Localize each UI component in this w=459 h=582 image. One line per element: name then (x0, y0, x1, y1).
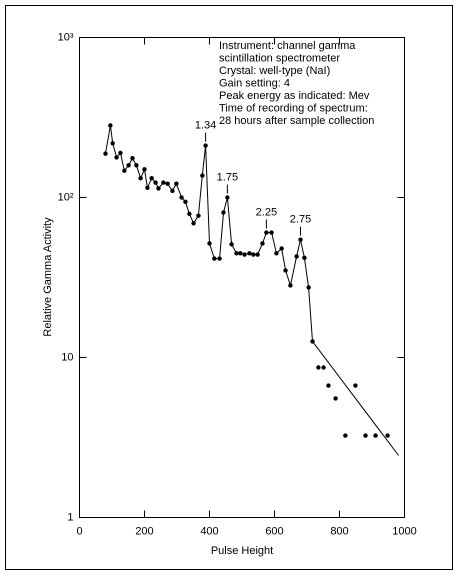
data-point (302, 255, 307, 260)
data-point (134, 163, 139, 168)
data-point (255, 252, 260, 257)
data-point (269, 230, 274, 235)
data-point (247, 251, 252, 256)
data-point (306, 285, 311, 290)
data-point (353, 383, 358, 388)
x-tick-label: 0 (76, 525, 82, 537)
x-tick-label: 800 (330, 525, 348, 537)
data-point (149, 176, 154, 181)
data-point (108, 123, 113, 128)
data-point (333, 396, 338, 401)
data-point (321, 365, 326, 370)
data-point (126, 163, 131, 168)
data-point (191, 221, 196, 226)
data-point (294, 254, 299, 259)
data-point (373, 433, 378, 438)
note-line: Instrument: channel gamma (219, 40, 356, 52)
data-point (229, 242, 234, 247)
peak-annotation: 1.75 (217, 171, 238, 183)
data-point (145, 185, 150, 190)
y-tick-label: 10 (61, 351, 73, 363)
x-tick-label: 1000 (392, 525, 416, 537)
data-point (110, 141, 115, 146)
data-point (207, 241, 212, 246)
data-point (196, 213, 201, 218)
data-point (174, 181, 179, 186)
data-point (183, 199, 188, 204)
note-line: Peak energy as indicated: Mev (219, 90, 370, 102)
note-line: Crystal: well-type (NaI) (219, 65, 330, 77)
data-point (234, 251, 239, 256)
note-line: 28 hours after sample collection (219, 115, 374, 127)
y-tick-label: 10³ (58, 31, 74, 43)
data-point (200, 173, 205, 178)
data-point (363, 433, 368, 438)
data-point (343, 433, 348, 438)
outer-border (5, 5, 453, 570)
data-point (203, 143, 208, 148)
y-axis-label: Relative Gamma Activity (42, 217, 54, 337)
x-axis-label: Pulse Height (211, 545, 273, 557)
data-point (251, 252, 256, 257)
curve (105, 125, 313, 342)
x-tick-label: 600 (265, 525, 283, 537)
data-point (274, 251, 279, 256)
plot-frame (79, 37, 405, 518)
note-line: Gain setting: 4 (219, 77, 290, 89)
note-line: Time of recording of spectrum: (219, 102, 368, 114)
data-point (260, 241, 265, 246)
data-point (225, 195, 230, 200)
data-point (153, 180, 158, 185)
data-point (326, 383, 331, 388)
data-point (221, 210, 226, 215)
data-point (118, 150, 123, 156)
data-point (283, 268, 288, 273)
data-point (130, 156, 135, 161)
x-tick-label: 200 (135, 525, 153, 537)
data-point (122, 168, 127, 173)
peak-annotation: 2.75 (290, 214, 311, 226)
data-point (242, 252, 247, 257)
data-point (288, 283, 293, 288)
data-point (187, 211, 192, 217)
peak-annotation: 2.25 (256, 206, 277, 218)
data-point (385, 433, 390, 438)
note-line: scintillation spectrometer (219, 52, 340, 64)
data-point (212, 256, 217, 261)
data-point (179, 195, 184, 200)
data-point (165, 181, 170, 186)
data-point (142, 167, 147, 172)
data-point (114, 155, 119, 160)
data-point (161, 180, 166, 185)
data-point (170, 188, 175, 194)
data-point (217, 256, 222, 261)
y-tick-label: 1 (67, 511, 73, 523)
data-point (316, 365, 321, 370)
data-point (103, 151, 108, 156)
peak-annotation: 1.34 (195, 120, 216, 132)
data-point (238, 251, 243, 256)
data-point (279, 246, 284, 251)
curve (312, 341, 399, 456)
data-point (264, 230, 269, 235)
data-point (156, 186, 161, 191)
y-tick-label: 10² (58, 191, 74, 203)
data-point (298, 237, 303, 242)
data-point (138, 176, 143, 181)
x-tick-label: 400 (200, 525, 218, 537)
